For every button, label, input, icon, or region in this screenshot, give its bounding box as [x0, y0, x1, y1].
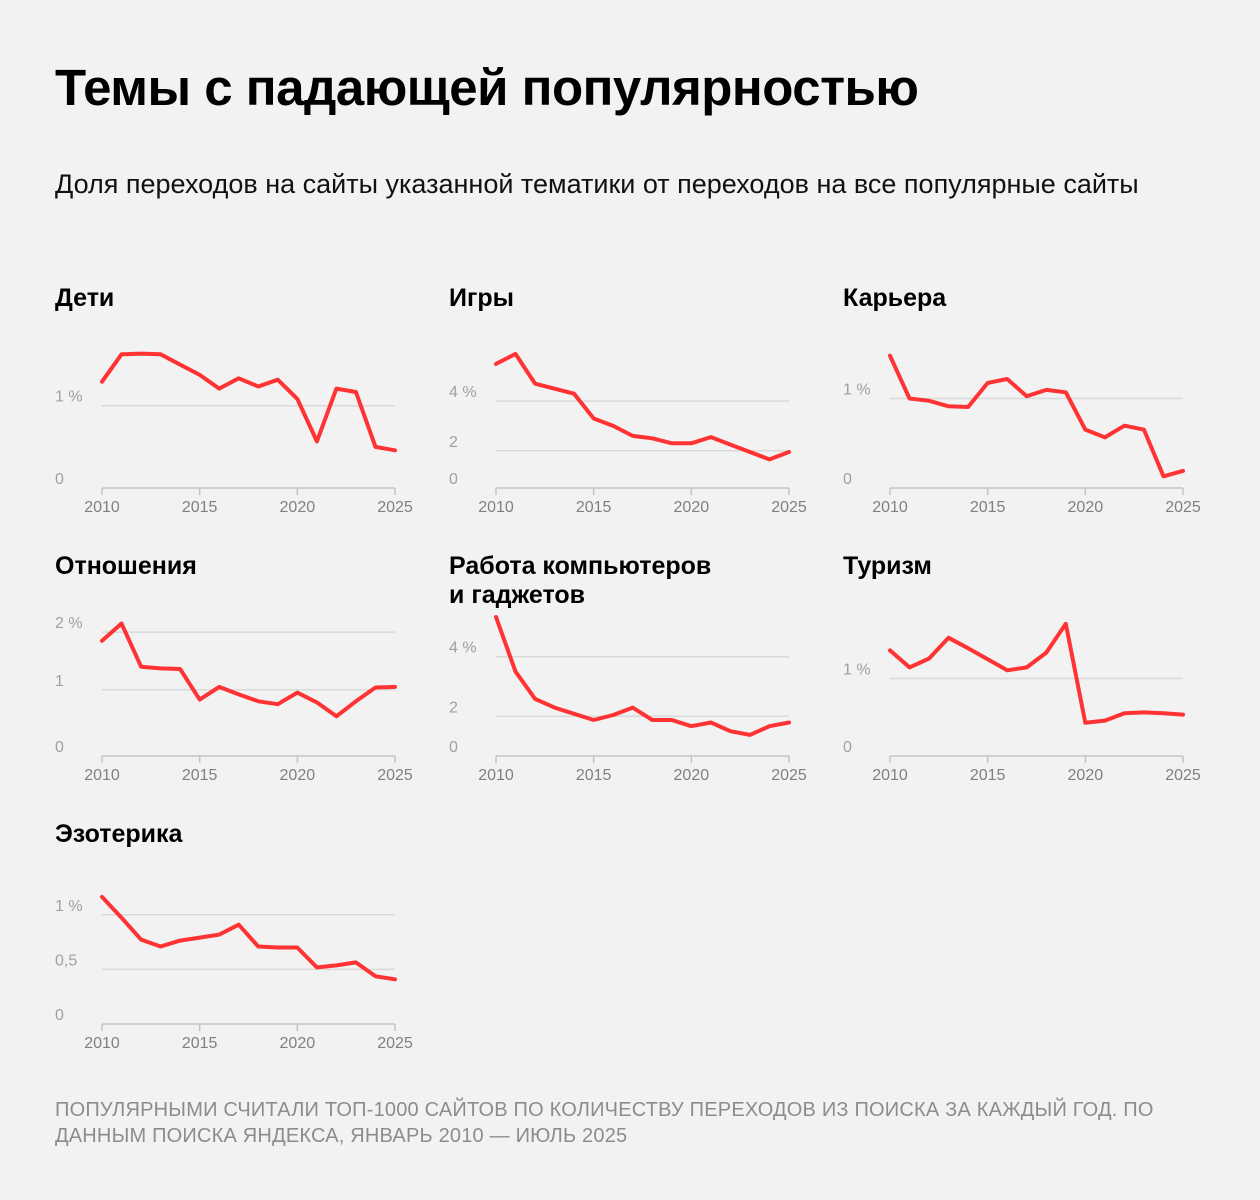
x-tick-label: 2020 — [280, 767, 316, 784]
chart-title: Карьера — [843, 284, 947, 312]
y-tick-label: 1 % — [843, 661, 871, 678]
x-tick-label: 2025 — [377, 767, 413, 784]
line-chart: 0 2 4 % 2010 2015 2020 2025 — [449, 351, 807, 516]
line-chart: 0 1 % 2010 2015 2020 2025 — [843, 621, 1201, 784]
x-tick-label: 2025 — [377, 499, 413, 516]
x-tick-label: 2015 — [182, 499, 218, 516]
y-tick-label: 1 % — [55, 389, 83, 406]
chart-panel-career: Карьера 0 1 % 2010 2015 2020 2025 — [843, 284, 1223, 544]
y-tick-label: 1 % — [55, 898, 83, 915]
y-tick-label: 0 — [55, 471, 64, 488]
chart-panel-games: Игры 0 2 4 % 2010 2015 2020 2025 — [449, 284, 829, 544]
chart-title: Отношения — [55, 552, 197, 580]
chart-title: Игры — [449, 284, 515, 312]
x-tick-label: 2020 — [674, 499, 710, 516]
x-tick-label: 2020 — [280, 1035, 316, 1052]
x-tick-label: 2020 — [1068, 499, 1104, 516]
chart-panel-children: Дети 0 1 % 2010 2015 2020 2025 — [55, 284, 435, 544]
x-tick-label: 2025 — [771, 767, 807, 784]
chart-panel-relationships: Отношения 0 1 2 % 2010 2015 2020 2025 — [55, 552, 435, 812]
y-tick-label: 0 — [55, 1007, 64, 1024]
x-tick-label: 2010 — [84, 499, 120, 516]
y-tick-label: 0 — [55, 739, 64, 756]
y-tick-label: 2 — [449, 434, 458, 451]
chart-title: Работа компьютеров и гаджетов — [449, 552, 712, 609]
chart-title: Дети — [55, 284, 115, 312]
y-tick-label: 4 % — [449, 384, 477, 401]
y-tick-label: 0 — [843, 739, 852, 756]
x-tick-label: 2010 — [478, 499, 514, 516]
line-chart: 0 1 % 2010 2015 2020 2025 — [55, 351, 413, 516]
x-tick-label: 2020 — [674, 767, 710, 784]
x-tick-label: 2015 — [970, 499, 1006, 516]
chart-title: Эзотерика — [55, 820, 183, 848]
page-subtitle: Доля переходов на сайты указанной темати… — [55, 169, 1139, 199]
x-tick-label: 2010 — [478, 767, 514, 784]
x-tick-label: 2020 — [1068, 767, 1104, 784]
chart-title: Туризм — [843, 552, 932, 580]
x-tick-label: 2025 — [771, 499, 807, 516]
y-tick-label: 0 — [449, 739, 458, 756]
x-tick-label: 2010 — [872, 767, 908, 784]
y-tick-label: 2 — [449, 699, 458, 716]
series-line — [100, 894, 397, 982]
line-chart: 0 1 % 2010 2015 2020 2025 — [843, 353, 1201, 516]
x-tick-label: 2025 — [1165, 767, 1201, 784]
footnote: ПОПУЛЯРНЫМИ СЧИТАЛИ ТОП-1000 САЙТОВ ПО К… — [55, 1099, 1154, 1147]
line-chart: 0 2 4 % 2010 2015 2020 2025 — [449, 615, 807, 784]
y-tick-label: 0,5 — [55, 952, 77, 969]
y-tick-label: 4 % — [449, 640, 477, 657]
page-title: Темы с падающей популярностью — [55, 59, 919, 116]
line-chart: 0 1 2 % 2010 2015 2020 2025 — [55, 615, 413, 784]
y-tick-label: 1 % — [843, 381, 871, 398]
x-tick-label: 2025 — [377, 1035, 413, 1052]
series-line — [494, 615, 791, 737]
y-tick-label: 1 — [55, 673, 64, 690]
x-tick-label: 2015 — [182, 767, 218, 784]
x-tick-label: 2015 — [576, 767, 612, 784]
y-tick-label: 0 — [843, 471, 852, 488]
x-tick-label: 2015 — [182, 1035, 218, 1052]
chart-panel-tourism: Туризм 0 1 % 2010 2015 2020 2025 — [843, 552, 1223, 812]
x-tick-label: 2015 — [970, 767, 1006, 784]
y-tick-label: 2 % — [55, 615, 83, 632]
x-tick-label: 2020 — [280, 499, 316, 516]
y-tick-label: 0 — [449, 471, 458, 488]
series-line — [888, 353, 1185, 479]
x-tick-label: 2010 — [872, 499, 908, 516]
chart-panel-esoterics: Эзотерика 0 0,5 1 % 2010 2015 2020 2025 — [55, 820, 435, 1080]
series-line — [100, 351, 397, 453]
x-tick-label: 2010 — [84, 1035, 120, 1052]
x-tick-label: 2015 — [576, 499, 612, 516]
series-line — [494, 351, 791, 462]
series-line — [100, 621, 397, 719]
series-line — [888, 621, 1185, 725]
line-chart: 0 0,5 1 % 2010 2015 2020 2025 — [55, 894, 413, 1052]
chart-panel-computers: Работа компьютеров и гаджетов 0 2 4 % 2010 2… — [449, 552, 829, 812]
x-tick-label: 2010 — [84, 767, 120, 784]
x-tick-label: 2025 — [1165, 499, 1201, 516]
